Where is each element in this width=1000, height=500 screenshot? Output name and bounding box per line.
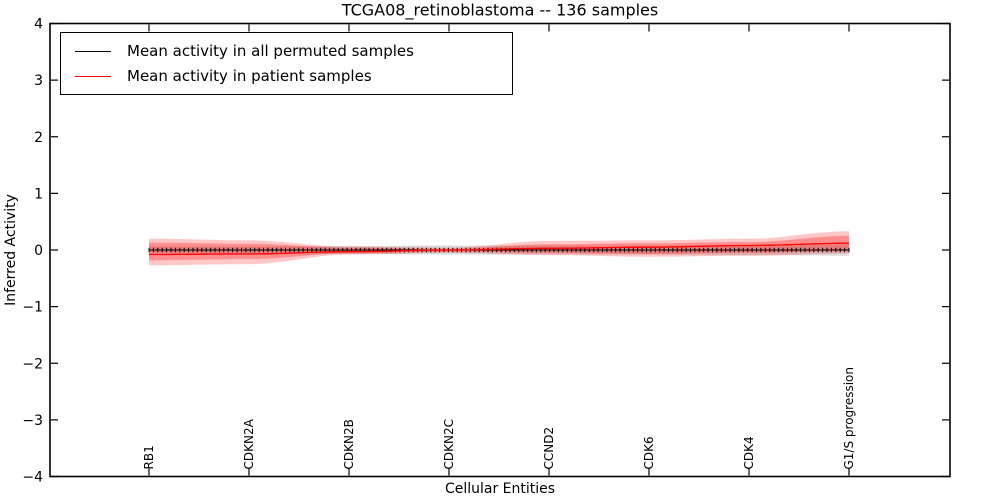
y-tick-label: 4: [34, 17, 43, 33]
x-tick-label: CDKN2C: [442, 419, 456, 469]
x-tick-label: CDKN2B: [342, 419, 356, 469]
y-tick-label: 0: [34, 243, 43, 259]
y-tick-label: 1: [34, 186, 43, 202]
x-axis-label: Cellular Entities: [444, 481, 556, 497]
legend-entry-permuted: Mean activity in all permuted samples: [61, 42, 512, 60]
patient-std-inner-band: [149, 235, 849, 261]
y-tick-label: 3: [34, 73, 43, 89]
y-tick-label: 2: [34, 130, 43, 146]
x-tick-label: CCND2: [542, 427, 556, 470]
x-tick-label: CDK4: [742, 436, 756, 469]
patient-mean-line: [149, 242, 849, 256]
x-tick-label: CDKN2A: [242, 418, 256, 469]
y-tick-label: −1: [22, 300, 43, 316]
chart-title: TCGA08_retinoblastoma -- 136 samples: [341, 0, 659, 20]
x-tick-label: CDK6: [642, 436, 656, 469]
y-tick-label: −2: [22, 356, 43, 372]
y-tick-label: −3: [22, 413, 43, 429]
legend-label-permuted: Mean activity in all permuted samples: [127, 42, 414, 60]
patient-std-outer-band: [149, 231, 849, 266]
patient-line-swatch: [75, 75, 111, 77]
x-tick-label: G1/S progression: [842, 367, 856, 470]
x-tick-label: RB1: [142, 445, 156, 469]
axes-frame: [49, 22, 951, 478]
y-tick-label: −4: [22, 470, 43, 486]
legend: Mean activity in all permuted samples Me…: [60, 32, 513, 95]
y-axis-label: Inferred Activity: [3, 194, 19, 306]
permuted-line-swatch: [75, 50, 111, 52]
legend-entry-patient: Mean activity in patient samples: [61, 67, 512, 85]
legend-label-patient: Mean activity in patient samples: [127, 67, 372, 85]
